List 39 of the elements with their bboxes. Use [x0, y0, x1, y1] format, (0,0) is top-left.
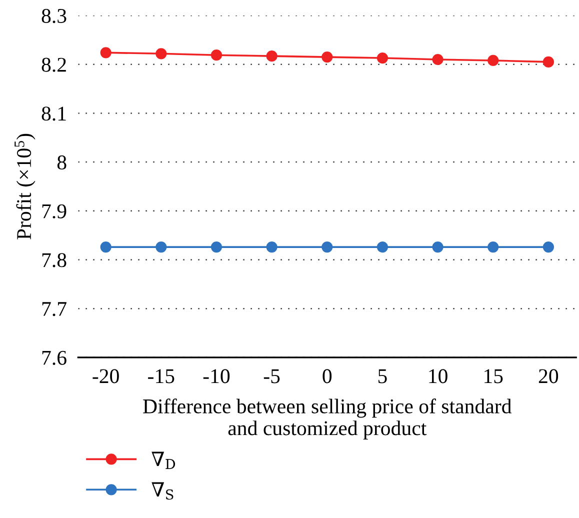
x-tick-label: 10: [429, 369, 448, 384]
point: [322, 241, 333, 253]
point: [266, 241, 278, 253]
x-tick-label: -10: [203, 369, 230, 384]
legend-label: ∇$_{D}$: [152, 452, 176, 469]
y-tick-label: 8.1: [42, 106, 66, 121]
y-tick-label: 7.7: [42, 302, 66, 316]
point: [100, 47, 112, 58]
point: [156, 241, 167, 253]
point: [432, 241, 444, 253]
point: [156, 48, 167, 60]
point: [210, 50, 222, 61]
x-tick-label: -15: [148, 369, 174, 384]
legend-label: ∇$_{S}$: [152, 482, 174, 500]
y-tick-label: 8.2: [42, 58, 66, 72]
point: [322, 52, 333, 63]
x-tick-label: 5: [378, 369, 387, 384]
point: [432, 54, 444, 66]
y-tick-label: 8.3: [42, 8, 66, 24]
x-axis-title: Difference between selling price of standard and customized product: [143, 398, 512, 440]
x-tick-label: 0: [322, 369, 332, 384]
point: [266, 50, 278, 62]
point: [376, 241, 388, 253]
y-tick-label: 8: [57, 155, 66, 170]
x-tick-label: -20: [92, 369, 119, 384]
point: [488, 54, 499, 66]
point: [100, 241, 112, 253]
point: [542, 56, 554, 68]
y-tick-label: 7.9: [42, 204, 66, 218]
point: [542, 241, 554, 253]
y-tick-label: 7.8: [42, 253, 66, 268]
x-tick-label: 20: [538, 369, 558, 384]
y-tick-label: 7.6: [42, 350, 66, 365]
point: [210, 241, 222, 253]
y-axis-title: Profit (×10$^{5}$): [14, 134, 36, 240]
point: [376, 52, 388, 64]
x-tick-label: 15: [484, 369, 503, 384]
x-tick-label: -5: [264, 369, 280, 384]
point: [488, 241, 499, 253]
